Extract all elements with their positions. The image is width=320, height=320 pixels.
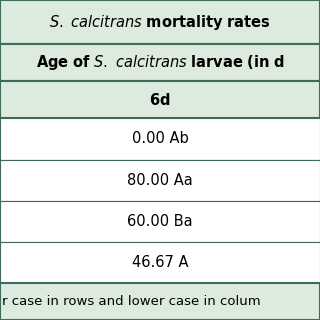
Bar bbox=[0, 44, 320, 81]
Bar bbox=[0, 81, 320, 118]
Text: $\mathbf{\mathit{S.\ calcitrans}}$ $\mathbf{mortality\ rates}$: $\mathbf{\mathit{S.\ calcitrans}}$ $\mat… bbox=[49, 12, 271, 31]
Text: 80.00 Aa: 80.00 Aa bbox=[127, 172, 193, 188]
Bar bbox=[0, 201, 320, 242]
Text: r case in rows and lower case in colum: r case in rows and lower case in colum bbox=[2, 295, 260, 308]
Bar bbox=[0, 0, 320, 44]
Text: $\mathbf{Age\ of\ \mathit{S.\ calcitrans}\ larvae\ (in\ d}$: $\mathbf{Age\ of\ \mathit{S.\ calcitrans… bbox=[36, 53, 284, 72]
Text: 0.00 Ab: 0.00 Ab bbox=[132, 132, 188, 147]
Text: $\mathbf{6d}$: $\mathbf{6d}$ bbox=[149, 92, 171, 108]
Bar bbox=[0, 159, 320, 201]
Bar bbox=[0, 118, 320, 159]
Bar bbox=[0, 242, 320, 283]
Text: 46.67 A: 46.67 A bbox=[132, 255, 188, 270]
Bar bbox=[0, 283, 320, 320]
Text: 60.00 Ba: 60.00 Ba bbox=[127, 214, 193, 229]
